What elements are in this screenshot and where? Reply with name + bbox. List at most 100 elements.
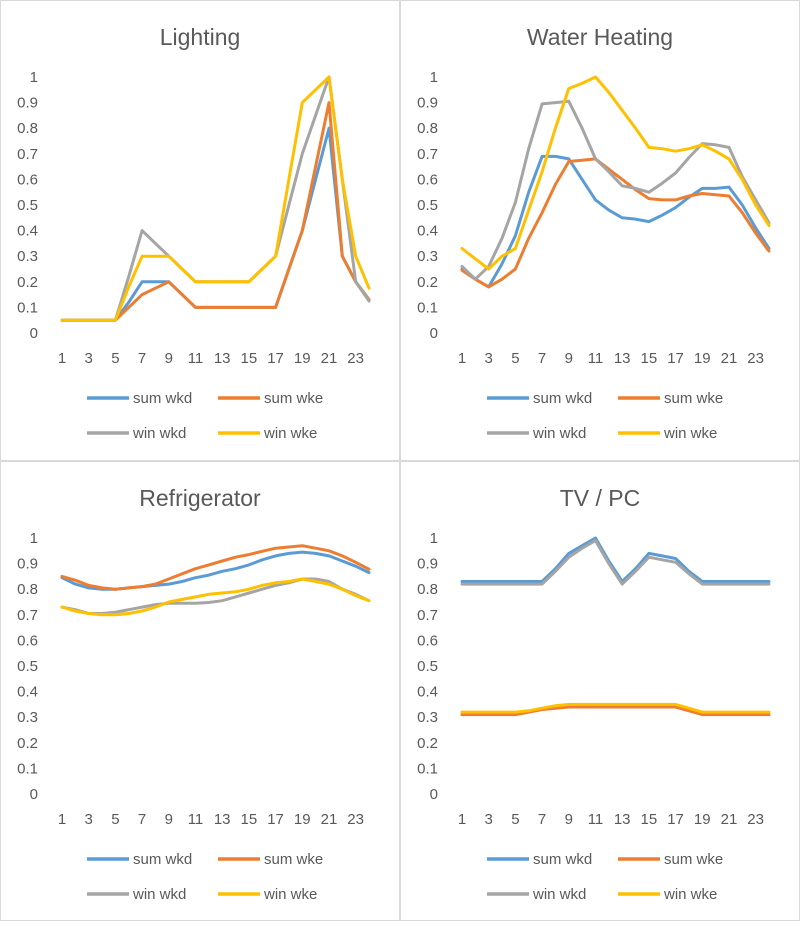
legend-item-win-wke: win wke: [218, 886, 317, 903]
y-tick-label: 0: [30, 325, 38, 342]
x-tick-label: 17: [667, 350, 684, 367]
y-tick-label: 1: [430, 69, 438, 86]
x-tick-label: 7: [138, 350, 146, 367]
x-tick-label: 21: [321, 811, 338, 828]
x-tick-label: 19: [694, 350, 711, 367]
legend-label: sum wkd: [533, 851, 592, 868]
x-tick-label: 17: [267, 811, 284, 828]
y-tick-label: 0.5: [17, 658, 38, 675]
chart-svg: Refrigerator 0 0.1 0.2 0.3 0.4 0.5 0.6 0.7 0.8 0.9…: [0, 461, 400, 921]
x-tick-label: 21: [721, 811, 738, 828]
panel-border: [0, 461, 400, 921]
x-tick-label: 11: [188, 811, 204, 828]
legend-label: win wke: [663, 886, 717, 903]
y-tick-label: 0.4: [417, 223, 438, 240]
y-tick-label: 0: [430, 325, 438, 342]
legend-item-sum-wke: sum wke: [218, 851, 323, 868]
y-tick-label: 0.5: [417, 658, 438, 675]
x-tick-label: 13: [614, 811, 631, 828]
legend-item-win-wke: win wke: [218, 425, 317, 442]
y-tick-label: 0.1: [417, 299, 438, 316]
y-tick-label: 0.7: [417, 607, 438, 624]
chart-title: Refrigerator: [139, 485, 261, 511]
series-line-win-wke: [460, 75, 771, 271]
x-tick-label: 9: [165, 350, 173, 367]
series-line-win-wke: [60, 577, 371, 617]
series-line-sum-wke: [60, 101, 371, 322]
x-tick-label: 21: [321, 350, 338, 367]
series-line-win-wke: [60, 75, 371, 322]
legend-label: win wke: [263, 886, 317, 903]
x-tick-label: 11: [588, 350, 604, 367]
legend-label: sum wkd: [133, 390, 192, 407]
x-tick-label: 15: [241, 350, 258, 367]
x-tick-label: 23: [747, 350, 764, 367]
legend-item-sum-wke: sum wke: [618, 390, 723, 407]
y-tick-label: 0.7: [417, 146, 438, 163]
y-tick-label: 0.2: [17, 735, 38, 752]
x-tick-label: 1: [458, 811, 466, 828]
legend-item-win-wkd: win wkd: [87, 886, 186, 903]
legend-label: win wkd: [132, 886, 186, 903]
x-tick-label: 13: [214, 350, 231, 367]
legend-item-sum-wkd: sum wkd: [87, 851, 192, 868]
series-line-sum-wkd: [60, 126, 371, 322]
x-tick-label: 19: [294, 350, 311, 367]
y-tick-label: 0.6: [17, 632, 38, 649]
x-tick-label: 15: [641, 811, 658, 828]
x-tick-label: 15: [641, 350, 658, 367]
legend-item-win-wke: win wke: [618, 886, 717, 903]
series-line-sum-wke: [460, 157, 771, 289]
legend-item-win-wke: win wke: [618, 425, 717, 442]
y-tick-label: 0.9: [417, 95, 438, 112]
y-tick-label: 1: [30, 69, 38, 86]
legend-item-win-wkd: win wkd: [87, 425, 186, 442]
legend-label: win wke: [263, 425, 317, 442]
panel-border: [400, 461, 800, 921]
y-tick-label: 0.2: [17, 274, 38, 291]
series-line-win-wkd: [60, 75, 371, 322]
x-tick-label: 3: [85, 811, 93, 828]
y-tick-label: 0.1: [17, 760, 38, 777]
legend-label: win wkd: [532, 886, 586, 903]
legend-label: sum wke: [264, 851, 323, 868]
series-line-win-wkd: [60, 577, 371, 615]
series-line-win-wke: [460, 702, 771, 714]
y-tick-label: 0.7: [17, 607, 38, 624]
x-tick-label: 9: [565, 811, 573, 828]
series-line-win-wkd: [460, 99, 771, 281]
y-tick-label: 0.7: [17, 146, 38, 163]
y-tick-label: 0: [430, 786, 438, 803]
x-tick-label: 1: [58, 811, 66, 828]
y-tick-label: 0.4: [417, 684, 438, 701]
series-line-sum-wke: [460, 705, 771, 717]
y-tick-label: 0.3: [17, 709, 38, 726]
panel-border: [400, 0, 800, 461]
y-tick-label: 0.4: [17, 684, 38, 701]
x-tick-label: 11: [588, 811, 604, 828]
x-tick-label: 11: [188, 350, 204, 367]
x-tick-label: 7: [538, 350, 546, 367]
y-tick-label: 0.4: [17, 223, 38, 240]
chart-panel-water-heating: Water Heating 0 0.1 0.2 0.3 0.4 0.5 0.6 0.7 0.8 0.…: [400, 0, 800, 461]
y-tick-label: 0.3: [417, 709, 438, 726]
x-tick-label: 5: [111, 350, 119, 367]
legend-item-sum-wkd: sum wkd: [87, 390, 192, 407]
x-tick-label: 3: [85, 350, 93, 367]
x-tick-label: 23: [347, 350, 364, 367]
y-tick-label: 0.8: [17, 120, 38, 137]
y-tick-label: 0: [30, 786, 38, 803]
y-tick-label: 0.9: [17, 556, 38, 573]
legend-label: win wkd: [532, 425, 586, 442]
legend-item-sum-wkd: sum wkd: [487, 390, 592, 407]
x-tick-label: 23: [747, 811, 764, 828]
y-tick-label: 0.1: [417, 760, 438, 777]
y-tick-label: 0.8: [417, 581, 438, 598]
x-tick-label: 9: [165, 811, 173, 828]
legend-item-win-wkd: win wkd: [487, 425, 586, 442]
y-tick-label: 0.9: [17, 95, 38, 112]
x-tick-label: 13: [214, 811, 231, 828]
chart-title: Water Heating: [527, 24, 673, 50]
